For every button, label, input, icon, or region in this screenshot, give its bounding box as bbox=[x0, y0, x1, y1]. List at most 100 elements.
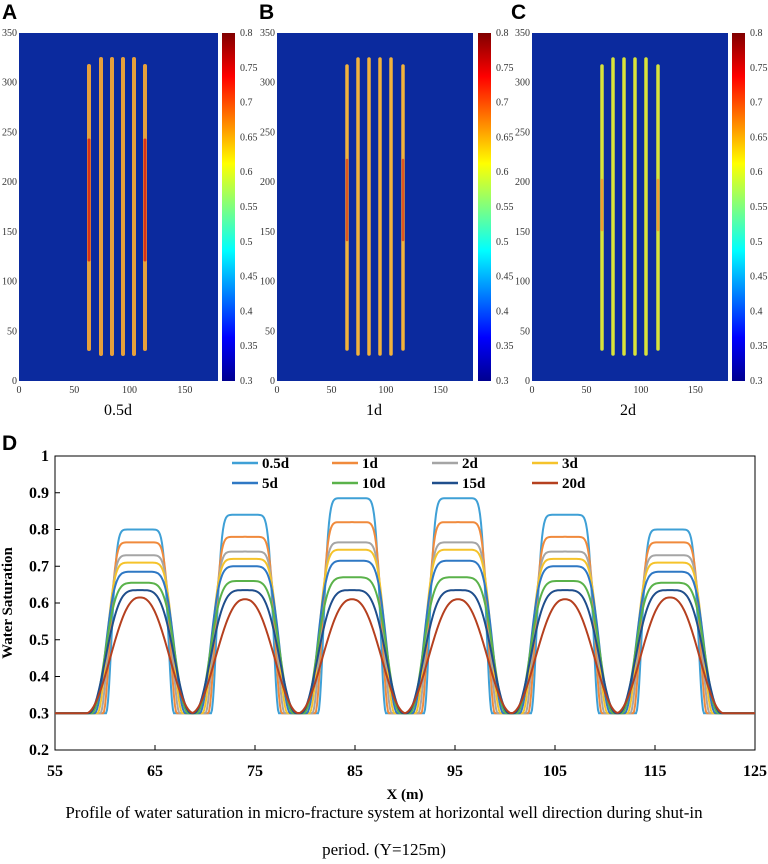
legend-label-20d: 20d bbox=[562, 476, 586, 492]
colorbar-tick-label: 0.3 bbox=[240, 376, 253, 387]
x-tick-label: 85 bbox=[347, 763, 363, 780]
colorbar-tick-label: 0.6 bbox=[240, 167, 253, 178]
map-ticks: 0 50 100 150 200 250 300 350 0 50 100 150 0.8 0.75 0.7… bbox=[2, 28, 768, 396]
legend-label-3d: 3d bbox=[562, 456, 579, 472]
panel-d: D 0.2 0.3 0.4 0.5 0.6 0.7 0.8 0.9 1 55 65 75 85 95 105… bbox=[0, 432, 767, 803]
colorbar-tick-label: 0.7 bbox=[750, 98, 763, 109]
x-tick-label: 95 bbox=[447, 763, 463, 780]
colorbar-tick-label: 0.65 bbox=[496, 132, 514, 143]
colorbar-tick-label: 0.5 bbox=[496, 237, 509, 248]
time-label-c: 2d bbox=[620, 402, 636, 419]
map-x-tick-label: 100 bbox=[378, 385, 393, 396]
map-x-tick-label: 0 bbox=[530, 385, 535, 396]
fractures-a bbox=[87, 57, 147, 356]
map-y-tick-label: 250 bbox=[515, 127, 530, 138]
map-y-tick-label: 0 bbox=[270, 376, 275, 387]
map-x-tick-label: 100 bbox=[122, 385, 137, 396]
time-label-b: 1d bbox=[366, 402, 382, 419]
map-y-tick-label: 200 bbox=[2, 177, 17, 188]
map-y-tick-label: 350 bbox=[260, 28, 275, 39]
colorbar-tick-label: 0.8 bbox=[240, 28, 253, 39]
panel-b: B 1d bbox=[259, 1, 491, 419]
colorbar-tick-label: 0.75 bbox=[240, 63, 258, 74]
legend: 0.5d 1d 2d 3d 5d 10d 15d 20d bbox=[232, 456, 586, 492]
colorbar-tick-label: 0.6 bbox=[496, 167, 509, 178]
legend-label-15d: 15d bbox=[462, 476, 486, 492]
colorbar-tick-label: 0.35 bbox=[496, 341, 514, 352]
colorbar-tick-label: 0.75 bbox=[496, 63, 514, 74]
map-y-tick-label: 250 bbox=[260, 127, 275, 138]
colorbar-tick-label: 0.3 bbox=[750, 376, 763, 387]
colorbar-tick-label: 0.5 bbox=[240, 237, 253, 248]
map-x-tick-label: 0 bbox=[17, 385, 22, 396]
colorbar-tick-label: 0.45 bbox=[750, 272, 768, 283]
fractures-b bbox=[345, 57, 405, 356]
x-tick-label: 115 bbox=[643, 763, 666, 780]
legend-label-10d: 10d bbox=[362, 476, 386, 492]
colorbar-tick-label: 0.35 bbox=[240, 341, 258, 352]
map-area-a bbox=[19, 33, 218, 381]
map-y-tick-label: 100 bbox=[515, 277, 530, 288]
series-line-5d bbox=[55, 559, 755, 715]
map-x-tick-label: 150 bbox=[433, 385, 448, 396]
colorbar-tick-label: 0.7 bbox=[496, 98, 509, 109]
map-x-tick-label: 150 bbox=[177, 385, 192, 396]
map-y-tick-label: 150 bbox=[2, 227, 17, 238]
map-y-tick-label: 150 bbox=[515, 227, 530, 238]
map-y-tick-label: 50 bbox=[7, 326, 17, 337]
map-y-tick-label: 100 bbox=[260, 277, 275, 288]
colorbar-c bbox=[732, 33, 745, 381]
legend-label-5d: 5d bbox=[262, 476, 279, 492]
colorbar-tick-label: 0.4 bbox=[750, 306, 763, 317]
y-tick-label: 0.9 bbox=[29, 485, 49, 502]
legend-label-0.5d: 0.5d bbox=[262, 456, 290, 472]
panel-letter-d: D bbox=[2, 432, 17, 455]
x-tick-label: 55 bbox=[47, 763, 63, 780]
colorbar-tick-label: 0.55 bbox=[750, 202, 768, 213]
map-y-tick-label: 300 bbox=[515, 78, 530, 89]
map-x-tick-label: 50 bbox=[581, 385, 591, 396]
map-y-tick-label: 300 bbox=[260, 78, 275, 89]
series-line-0.5d bbox=[55, 497, 755, 715]
colorbar-tick-label: 0.65 bbox=[750, 132, 768, 143]
colorbar-tick-label: 0.65 bbox=[240, 132, 258, 143]
y-tick-label: 0.6 bbox=[29, 595, 49, 612]
y-tick-label: 0.5 bbox=[29, 632, 49, 649]
colorbar-tick-label: 0.55 bbox=[240, 202, 258, 213]
panel-letter-a: A bbox=[2, 1, 17, 24]
map-x-tick-label: 50 bbox=[326, 385, 336, 396]
series-line-1d bbox=[55, 521, 755, 715]
legend-label-1d: 1d bbox=[362, 456, 379, 472]
colorbar-tick-label: 0.4 bbox=[240, 306, 253, 317]
map-y-tick-label: 0 bbox=[12, 376, 17, 387]
panel-letter-b: B bbox=[259, 1, 274, 24]
colorbar-tick-label: 0.75 bbox=[750, 63, 768, 74]
map-y-tick-label: 350 bbox=[2, 28, 17, 39]
map-x-tick-label: 100 bbox=[633, 385, 648, 396]
y-tick-label: 0.3 bbox=[29, 705, 49, 722]
caption-line-2: period. (Y=125m) bbox=[322, 840, 446, 859]
x-tick-label: 125 bbox=[743, 763, 767, 780]
colorbar-tick-label: 0.7 bbox=[240, 98, 253, 109]
panel-letter-c: C bbox=[511, 1, 526, 24]
map-x-tick-label: 150 bbox=[688, 385, 703, 396]
colorbar-tick-label: 0.6 bbox=[750, 167, 763, 178]
y-tick-label: 0.4 bbox=[29, 669, 49, 686]
colorbar-tick-label: 0.35 bbox=[750, 341, 768, 352]
panel-a: A 0.5d bbox=[2, 1, 235, 419]
map-y-tick-label: 350 bbox=[515, 28, 530, 39]
x-tick-label: 65 bbox=[147, 763, 163, 780]
axis-ticks-d: 0.2 0.3 0.4 0.5 0.6 0.7 0.8 0.9 1 55 65 75 85 95 105 11… bbox=[29, 448, 767, 780]
colorbar-tick-label: 0.55 bbox=[496, 202, 514, 213]
y-tick-label: 1 bbox=[41, 448, 49, 465]
panel-c: C 2d bbox=[511, 1, 745, 419]
map-y-tick-label: 50 bbox=[265, 326, 275, 337]
map-area-b bbox=[277, 33, 473, 381]
map-y-tick-label: 200 bbox=[515, 177, 530, 188]
colorbar-b bbox=[478, 33, 491, 381]
colorbar-a bbox=[222, 33, 235, 381]
map-y-tick-label: 200 bbox=[260, 177, 275, 188]
y-axis-label: Water Saturation bbox=[0, 546, 16, 658]
map-y-tick-label: 100 bbox=[2, 277, 17, 288]
